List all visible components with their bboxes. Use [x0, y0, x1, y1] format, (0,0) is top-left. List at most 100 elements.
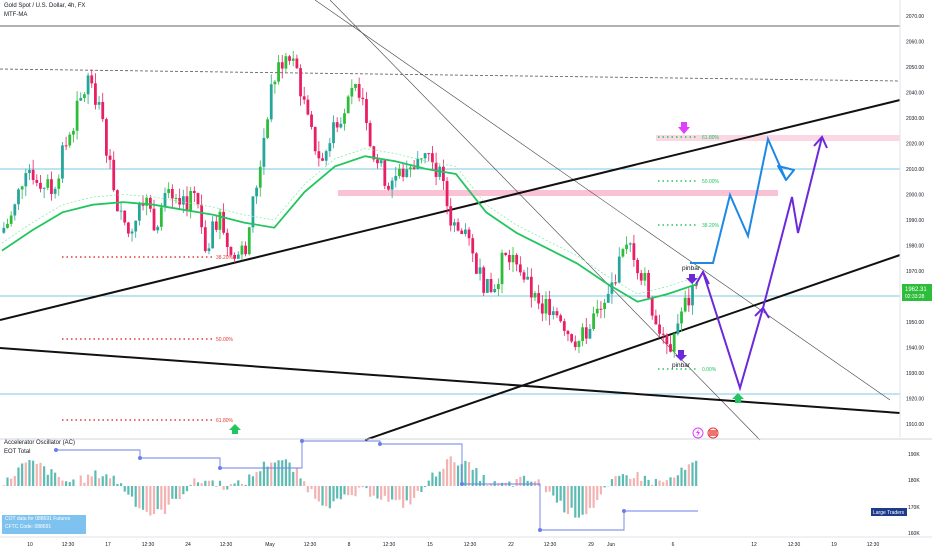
candle-body[interactable]	[647, 272, 650, 298]
candle-body[interactable]	[192, 190, 196, 194]
candle-body[interactable]	[167, 188, 171, 194]
candle-body[interactable]	[313, 126, 317, 152]
candle-body[interactable]	[515, 254, 519, 265]
candle-body[interactable]	[643, 272, 647, 281]
candle-body[interactable]	[694, 285, 698, 287]
candle-body[interactable]	[68, 134, 72, 146]
candle-body[interactable]	[115, 190, 119, 212]
candle-body[interactable]	[101, 102, 105, 120]
candle-body[interactable]	[126, 222, 130, 234]
candle-body[interactable]	[577, 341, 581, 348]
candle-body[interactable]	[562, 321, 566, 331]
candle-body[interactable]	[573, 341, 577, 348]
bearish-then-bullish-projection-path[interactable]	[702, 136, 823, 392]
candle-body[interactable]	[119, 210, 123, 212]
large-traders-tag[interactable]	[871, 508, 907, 516]
candle-body[interactable]	[50, 179, 53, 194]
candle-body[interactable]	[511, 254, 515, 263]
candle-body[interactable]	[409, 167, 412, 170]
oscillator-subtitle[interactable]: EOT Total	[4, 449, 31, 455]
price-axis[interactable]: 2070.00 2060.00 2050.00 2040.00 2030.00 2020.…	[899, 0, 924, 437]
candle-body[interactable]	[680, 311, 683, 324]
candle-body[interactable]	[431, 153, 434, 163]
candle-body[interactable]	[321, 158, 324, 161]
candle-body[interactable]	[152, 208, 156, 231]
candle-body[interactable]	[112, 159, 116, 191]
candle-body[interactable]	[35, 179, 39, 183]
candle-body[interactable]	[72, 130, 75, 135]
candle-body[interactable]	[606, 293, 610, 303]
candle-body[interactable]	[218, 211, 222, 230]
candle-body[interactable]	[387, 185, 390, 190]
candle-body[interactable]	[291, 58, 295, 61]
candle-body[interactable]	[196, 193, 200, 205]
candle-body[interactable]	[665, 334, 669, 345]
candle-body[interactable]	[255, 187, 258, 197]
candle-body[interactable]	[79, 97, 83, 101]
candle-body[interactable]	[28, 169, 31, 174]
candle-body[interactable]	[211, 221, 215, 249]
candle-body[interactable]	[544, 298, 548, 314]
candle-body[interactable]	[83, 94, 86, 98]
time-axis[interactable]: 10 12:30 17 12:30 24 12:30 May 12:30 8 12:30 15 12:…	[27, 542, 879, 548]
upper-target-zone[interactable]	[656, 135, 900, 141]
candle-body[interactable]	[423, 153, 427, 159]
candle-body[interactable]	[548, 298, 552, 316]
candle-body[interactable]	[493, 289, 497, 293]
oscillator-histogram[interactable]	[2, 456, 698, 518]
candle-body[interactable]	[233, 254, 237, 259]
candle-body[interactable]	[463, 229, 467, 235]
candle-body[interactable]	[592, 313, 595, 329]
candle-body[interactable]	[482, 267, 486, 293]
candle-body[interactable]	[625, 244, 628, 250]
candle-body[interactable]	[317, 151, 321, 159]
candle-body[interactable]	[280, 62, 284, 69]
candle-body[interactable]	[416, 158, 420, 169]
candle-body[interactable]	[632, 243, 636, 260]
supply-zone[interactable]	[338, 190, 778, 196]
candle-body[interactable]	[159, 207, 163, 227]
symbol-title[interactable]: Gold Spot / U.S. Dollar, 4h, FX	[4, 3, 86, 9]
candle-body[interactable]	[222, 211, 226, 233]
candle-body[interactable]	[691, 285, 694, 306]
candle-body[interactable]	[244, 245, 247, 255]
candle-body[interactable]	[669, 344, 672, 352]
candle-body[interactable]	[379, 160, 383, 164]
candle-body[interactable]	[537, 293, 541, 304]
candle-body[interactable]	[489, 279, 493, 293]
candle-body[interactable]	[584, 327, 588, 339]
price-pane[interactable]: 38.20% 50.00% 61.80% 61.80% 50.00% 38.20…	[0, 0, 932, 441]
candle-body[interactable]	[453, 222, 456, 226]
candle-body[interactable]	[13, 204, 17, 216]
candle-body[interactable]	[401, 168, 405, 177]
candle-body[interactable]	[617, 256, 621, 283]
candle-body[interactable]	[200, 204, 204, 228]
candle-body[interactable]	[474, 253, 478, 274]
candle-body[interactable]	[354, 84, 357, 88]
candle-body[interactable]	[258, 166, 262, 188]
candle-body[interactable]	[163, 193, 167, 208]
candle-body[interactable]	[376, 159, 379, 164]
candle-body[interactable]	[20, 186, 24, 190]
candle-body[interactable]	[17, 189, 20, 205]
candle-body[interactable]	[467, 229, 471, 239]
candle-body[interactable]	[64, 145, 68, 147]
candle-body[interactable]	[442, 166, 445, 182]
candle-body[interactable]	[500, 252, 504, 285]
candle-body[interactable]	[105, 119, 108, 156]
candle-body[interactable]	[460, 230, 464, 235]
candle-body[interactable]	[214, 221, 218, 230]
candle-body[interactable]	[53, 188, 57, 194]
candle-body[interactable]	[533, 293, 537, 298]
candle-body[interactable]	[636, 259, 639, 274]
candle-body[interactable]	[603, 302, 606, 310]
candle-body[interactable]	[266, 119, 269, 138]
candle-body[interactable]	[39, 182, 42, 189]
candle-body[interactable]	[181, 196, 185, 205]
candle-body[interactable]	[566, 330, 570, 335]
candle-body[interactable]	[90, 75, 94, 84]
candle-body[interactable]	[595, 308, 599, 314]
candle-body[interactable]	[306, 99, 310, 115]
indicator-label[interactable]: MTF-MA	[4, 12, 28, 18]
candle-body[interactable]	[61, 145, 64, 179]
